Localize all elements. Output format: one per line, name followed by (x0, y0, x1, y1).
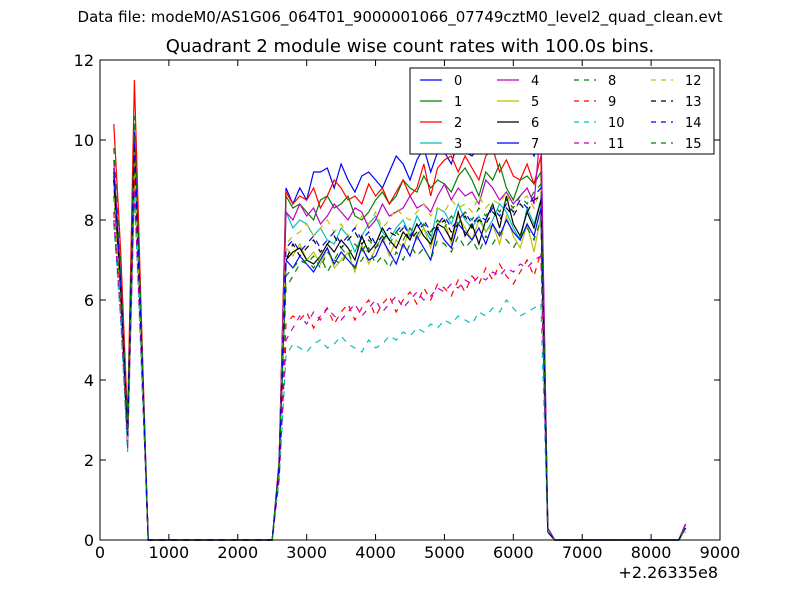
chart-title: Quadrant 2 module wise count rates with … (165, 36, 655, 57)
legend-label-10: 10 (608, 116, 625, 131)
legend-label-11: 11 (608, 137, 625, 152)
legend-label-1: 1 (454, 95, 462, 110)
series-line-13 (113, 147, 687, 541)
legend-label-15: 15 (685, 137, 702, 152)
series-line-14 (113, 139, 687, 541)
x-tick-label: 5000 (424, 543, 465, 562)
x-tick-label: 0 (95, 543, 105, 562)
series-line-0 (113, 131, 687, 541)
x-tick-label: 8000 (631, 543, 672, 562)
y-tick-label: 0 (84, 531, 94, 550)
x-tick-label: 1000 (149, 543, 190, 562)
x-tick-label: 3000 (286, 543, 327, 562)
legend-box (409, 67, 715, 155)
series-line-6 (113, 143, 687, 541)
x-offset-label: +2.26335e8 (618, 563, 718, 582)
legend-label-0: 0 (454, 74, 462, 89)
series-line-5 (113, 155, 687, 541)
x-tick-label: 4000 (355, 543, 396, 562)
x-tick-label: 7000 (562, 543, 603, 562)
legend-label-13: 13 (685, 95, 702, 110)
legend-label-12: 12 (685, 74, 702, 89)
legend-label-5: 5 (531, 95, 539, 110)
x-tick-label: 9000 (700, 543, 741, 562)
legend-label-8: 8 (608, 74, 616, 89)
series-line-4 (113, 123, 687, 541)
x-tick-label: 2000 (217, 543, 258, 562)
legend-label-3: 3 (454, 137, 462, 152)
series-line-8 (113, 159, 687, 541)
legend-label-9: 9 (608, 95, 616, 110)
legend-label-2: 2 (454, 116, 462, 131)
y-tick-label: 4 (84, 371, 94, 390)
y-tick-label: 8 (84, 211, 94, 230)
series-line-7 (113, 139, 687, 541)
series-lines (113, 79, 687, 541)
legend-label-7: 7 (531, 137, 539, 152)
y-tick-label: 12 (74, 51, 94, 70)
series-line-11 (113, 187, 687, 541)
series-line-3 (113, 147, 687, 541)
legend-label-4: 4 (531, 74, 539, 89)
y-tick-label: 6 (84, 291, 94, 310)
series-line-15 (113, 115, 687, 541)
y-tick-label: 2 (84, 451, 94, 470)
x-tick-label: 6000 (493, 543, 534, 562)
series-line-10 (113, 191, 687, 541)
series-line-1 (113, 143, 687, 541)
legend-label-6: 6 (531, 116, 539, 131)
axis-ticks: 0 1000 2000 3000 4000 5000 6000 7000 8000 9000 0 2 4… (74, 51, 741, 562)
y-tick-label: 10 (74, 131, 94, 150)
legend-label-14: 14 (685, 116, 702, 131)
series-line-9 (113, 179, 687, 541)
figure-suptitle: Data file: modeM0/AS1G06_064T01_90000010… (77, 8, 723, 26)
